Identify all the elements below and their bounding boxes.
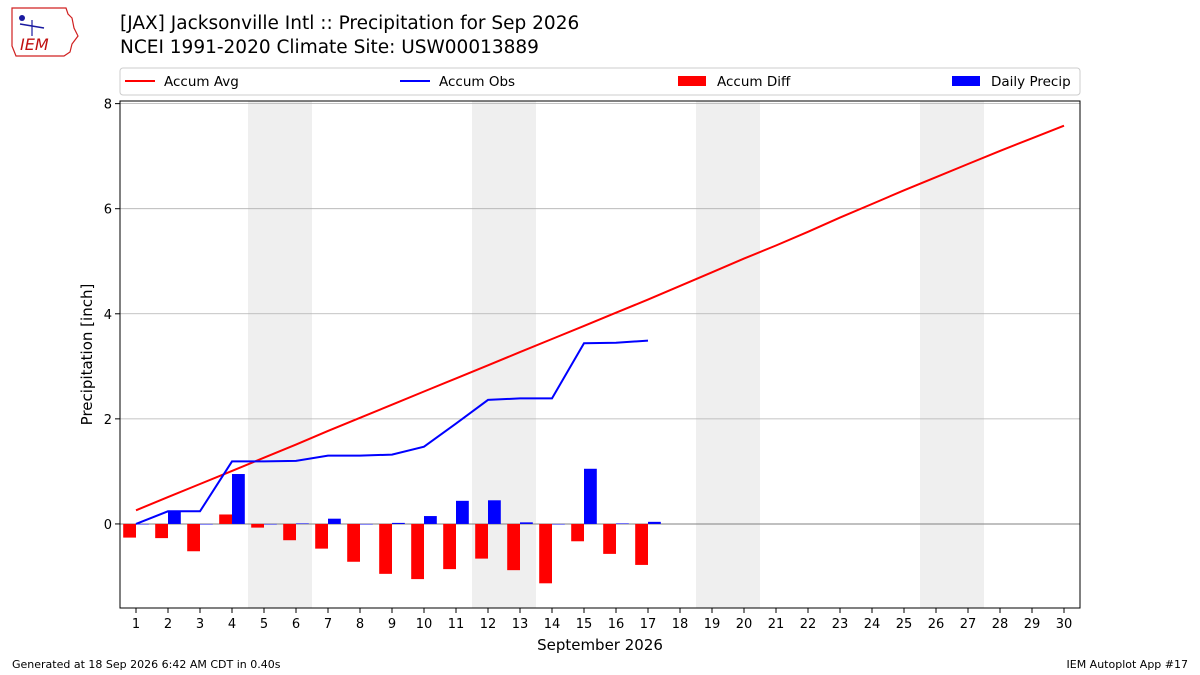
x-tick-label-2: 2 xyxy=(164,617,172,632)
weekend-shade-3 xyxy=(696,101,760,608)
daily-bar-day-7 xyxy=(328,518,341,524)
x-tick-label-21: 21 xyxy=(768,617,785,632)
diff-bar-day-2 xyxy=(155,523,168,539)
legend: Accum Avg Accum Obs Accum Diff Daily Precip xyxy=(119,67,1081,96)
x-tick-label-19: 19 xyxy=(704,617,721,632)
x-tick-label-16: 16 xyxy=(608,617,625,632)
y-tick-label-6: 6 xyxy=(104,203,112,218)
daily-bar-day-3 xyxy=(200,523,213,525)
x-tick-label-4: 4 xyxy=(228,617,236,632)
weekend-shade-4 xyxy=(920,101,984,608)
legend-label-accum-diff: Accum Diff xyxy=(717,74,791,90)
diff-bar-day-1 xyxy=(123,523,136,538)
chart-title: [JAX] Jacksonville Intl :: Precipitation… xyxy=(120,12,579,60)
legend-swatch-accum-diff xyxy=(678,76,706,86)
legend-box xyxy=(119,67,1081,96)
app-label: IEM Autoplot App #17 xyxy=(1066,658,1189,671)
x-tick-label-22: 22 xyxy=(800,617,817,632)
x-tick-label-27: 27 xyxy=(960,617,977,632)
weekend-shade-1 xyxy=(248,101,312,608)
x-tick-label-24: 24 xyxy=(864,617,881,632)
x-tick-label-30: 30 xyxy=(1056,617,1073,632)
plot-frame xyxy=(119,100,1081,609)
x-tick-label-18: 18 xyxy=(672,617,689,632)
x-tick-label-20: 20 xyxy=(736,617,753,632)
x-tick-label-17: 17 xyxy=(640,617,657,632)
logo-text: IEM xyxy=(20,35,49,54)
y-tick-label-4: 4 xyxy=(104,308,112,323)
daily-bar-day-17 xyxy=(648,521,661,524)
diff-bar-day-3 xyxy=(187,523,200,552)
daily-bar-day-9 xyxy=(392,522,405,524)
diff-bar-day-16 xyxy=(603,523,616,554)
x-tick-label-15: 15 xyxy=(576,617,593,632)
diff-bar-day-6 xyxy=(283,523,296,541)
diff-bar-day-17 xyxy=(635,523,648,565)
x-tick-label-14: 14 xyxy=(544,617,561,632)
x-tick-label-26: 26 xyxy=(928,617,945,632)
daily-bar-day-1 xyxy=(136,523,149,525)
x-tick-label-12: 12 xyxy=(480,617,497,632)
diff-bar-day-10 xyxy=(411,523,424,580)
accum-avg-line xyxy=(135,124,1065,512)
diff-bar-day-7 xyxy=(315,523,328,549)
daily-bar-day-2 xyxy=(168,511,181,524)
accum-obs-line xyxy=(135,339,649,525)
daily-bar-day-6 xyxy=(296,523,309,524)
x-tick-label-1: 1 xyxy=(132,617,140,632)
x-tick-label-8: 8 xyxy=(356,617,364,632)
daily-bar-day-16 xyxy=(616,523,629,524)
x-tick-label-25: 25 xyxy=(896,617,913,632)
diff-bar-day-11 xyxy=(443,523,456,570)
daily-bar-day-4 xyxy=(232,474,245,524)
diff-bar-day-9 xyxy=(379,523,392,574)
daily-bar-day-11 xyxy=(456,500,469,524)
diff-bar-day-8 xyxy=(347,523,360,562)
x-tick-label-23: 23 xyxy=(832,617,849,632)
daily-bar-day-10 xyxy=(424,516,437,524)
y-tick-label-8: 8 xyxy=(104,98,112,113)
y-tick-label-2: 2 xyxy=(104,413,112,428)
daily-bar-day-5 xyxy=(264,523,277,525)
iem-logo: IEM xyxy=(8,6,80,58)
x-tick-label-29: 29 xyxy=(1024,617,1041,632)
iem-logo-graphic: IEM xyxy=(11,7,79,57)
legend-label-accum-avg: Accum Avg xyxy=(164,74,239,90)
x-tick-label-6: 6 xyxy=(292,617,300,632)
x-tick-label-5: 5 xyxy=(260,617,268,632)
x-axis-label: September 2026 xyxy=(537,636,663,654)
x-tick-label-28: 28 xyxy=(992,617,1009,632)
diff-bar-day-14 xyxy=(539,523,552,584)
generated-timestamp: Generated at 18 Sep 2026 6:42 AM CDT in … xyxy=(12,658,281,671)
daily-bar-day-13 xyxy=(520,522,533,524)
diff-bar-day-12 xyxy=(475,523,488,559)
daily-bar-day-8 xyxy=(360,523,373,525)
title-line-2: NCEI 1991-2020 Climate Site: USW00013889 xyxy=(120,37,539,58)
diff-bar-day-15 xyxy=(571,523,584,542)
x-tick-label-7: 7 xyxy=(324,617,332,632)
x-tick-label-10: 10 xyxy=(416,617,433,632)
daily-bar-day-12 xyxy=(488,500,501,524)
legend-label-accum-obs: Accum Obs xyxy=(439,74,515,90)
daily-bar-day-14 xyxy=(552,523,565,525)
x-tick-label-11: 11 xyxy=(448,617,465,632)
legend-label-daily-precip: Daily Precip xyxy=(991,74,1071,90)
x-tick-label-13: 13 xyxy=(512,617,529,632)
diff-bar-day-5 xyxy=(251,523,264,528)
x-tick-label-3: 3 xyxy=(196,617,204,632)
title-line-1: [JAX] Jacksonville Intl :: Precipitation… xyxy=(120,13,580,34)
diff-bar-day-4 xyxy=(219,514,232,524)
y-tick-label-0: 0 xyxy=(104,518,112,533)
y-axis-label: Precipitation [inch] xyxy=(78,284,96,426)
x-tick-label-9: 9 xyxy=(388,617,396,632)
daily-bar-day-15 xyxy=(584,468,597,524)
diff-bar-day-13 xyxy=(507,523,520,571)
legend-swatch-daily-precip xyxy=(952,76,980,86)
